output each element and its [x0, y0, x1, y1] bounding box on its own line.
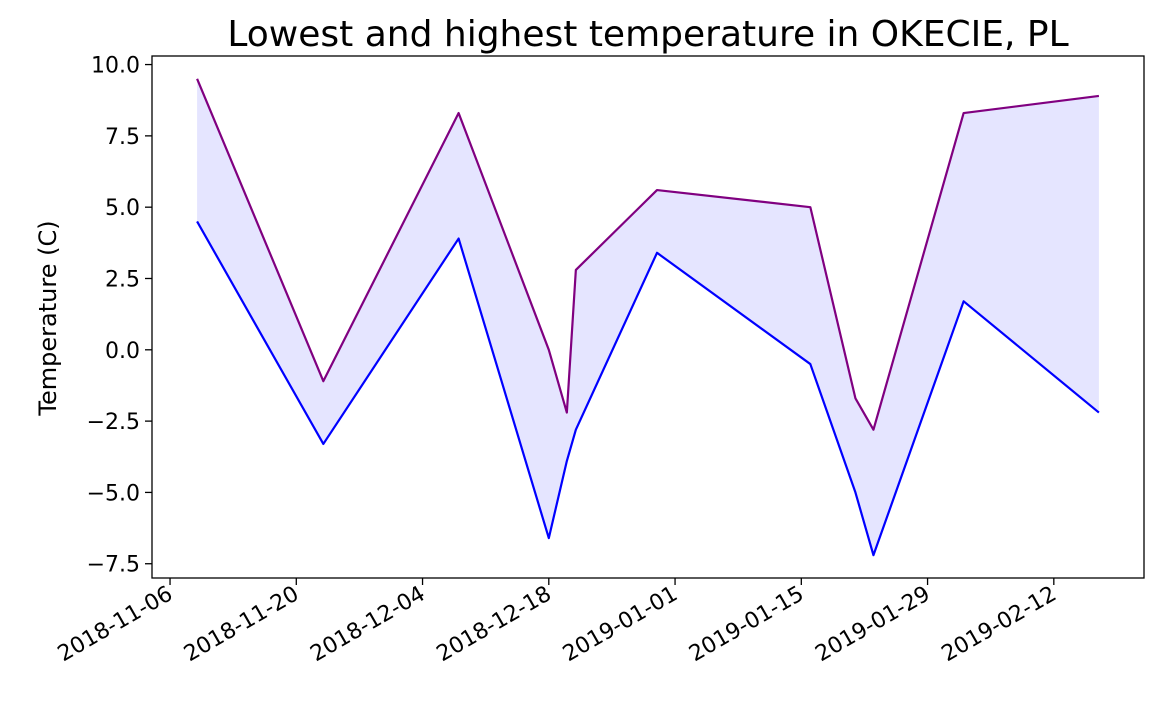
x-tick-label: 2019-01-15	[685, 582, 808, 668]
y-tick-label: 0.0	[105, 339, 140, 364]
y-tick-label: 7.5	[105, 125, 140, 150]
series-lines	[196, 78, 1100, 557]
chart-title: Lowest and highest temperature in OKECIE…	[227, 14, 1068, 55]
min-max-fill-area	[197, 78, 1099, 556]
x-tick-label: 2018-12-04	[306, 582, 429, 668]
series-line-highest	[196, 78, 1100, 431]
fill-between-band	[197, 78, 1099, 556]
x-tick-label: 2018-11-20	[180, 582, 303, 668]
x-tick-label: 2019-01-01	[559, 582, 682, 668]
y-tick-label: 10.0	[91, 54, 140, 79]
plot-frame	[151, 55, 1145, 579]
x-tick-label: 2018-12-18	[433, 582, 556, 668]
y-tick-label: −5.0	[87, 481, 140, 506]
x-tick-label: 2019-01-29	[811, 582, 934, 668]
x-axis: 2018-11-06 2018-11-20 2018-12-04 2018-12-18…	[54, 578, 1061, 667]
x-tick-label: 2019-02-12	[938, 582, 1061, 668]
y-tick-label: 5.0	[105, 196, 140, 221]
y-axis-label: Temperature (C)	[34, 220, 62, 416]
y-axis: 10.0 7.5 5.0 2.5 0.0 −2.5 −5.0 −7.5	[87, 54, 152, 578]
x-tick-label: 2018-11-06	[54, 582, 177, 668]
series-line-lowest	[196, 220, 1100, 557]
y-tick-label: −7.5	[87, 553, 140, 578]
y-tick-label: 2.5	[105, 267, 140, 292]
y-tick-label: −2.5	[87, 410, 140, 435]
